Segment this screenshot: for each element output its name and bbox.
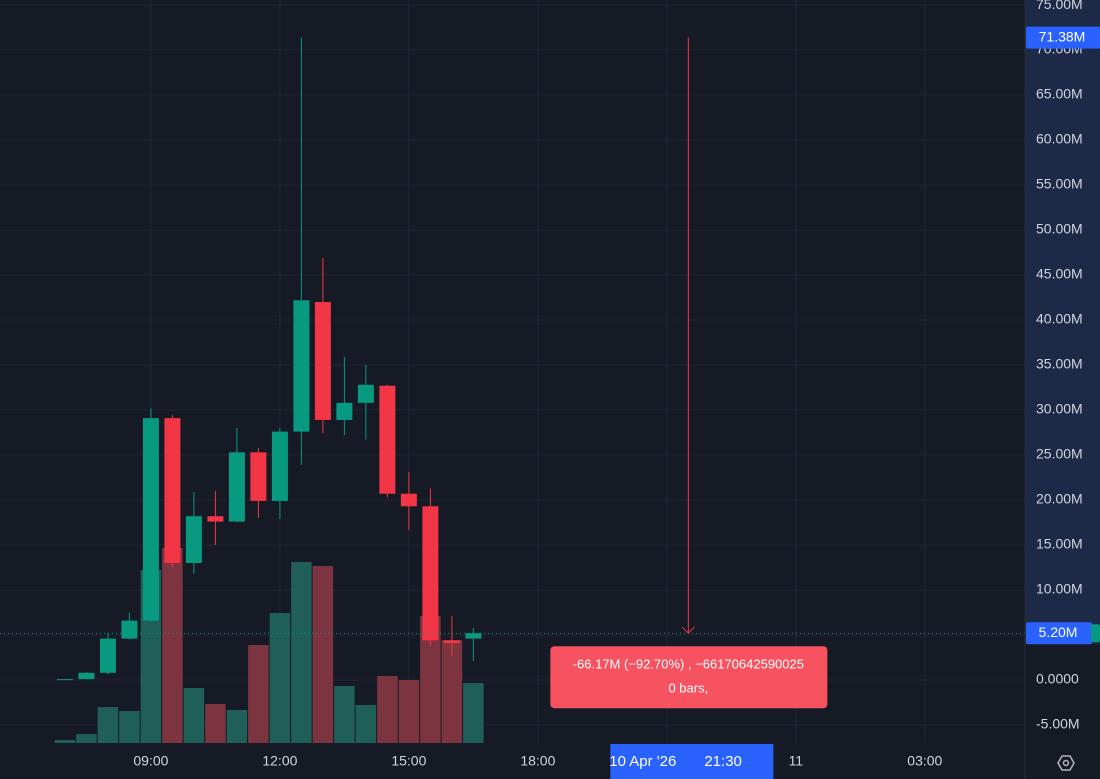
volume-bar xyxy=(291,562,312,743)
settings-icon[interactable] xyxy=(1057,755,1075,771)
settings-icon-hex xyxy=(1057,755,1075,771)
crosshair-time-box xyxy=(610,744,774,779)
volume-bar xyxy=(312,566,334,743)
candle-body xyxy=(465,633,482,639)
volume-bar xyxy=(76,734,97,743)
y-tick-label: 65.00M xyxy=(1036,86,1083,102)
last-price-tag xyxy=(1091,624,1100,643)
y-tick-label: 50.00M xyxy=(1036,221,1083,237)
candle-layer xyxy=(56,37,482,681)
candle-body xyxy=(228,452,245,522)
candle-body xyxy=(379,385,396,494)
volume-bar xyxy=(119,711,140,743)
overlay-layer: -66.17M (−92.70%) , −66170642590025 0 bar… xyxy=(0,37,1025,709)
y-tick-label: 20.00M xyxy=(1036,491,1083,507)
measure-box xyxy=(550,646,828,709)
x-tick-label: 03:00 xyxy=(907,753,942,769)
candle-body xyxy=(400,493,417,507)
candle-body xyxy=(250,452,267,501)
last-price-box xyxy=(1026,622,1092,645)
axis-layer: -5.00M0.00005.00M10.00M15.00M20.00M25.00… xyxy=(133,0,1100,779)
y-tick-label: 35.00M xyxy=(1036,356,1083,372)
volume-bar xyxy=(205,704,226,743)
volume-bar xyxy=(162,548,183,743)
y-tick-label: 15.00M xyxy=(1036,536,1083,552)
candle-body xyxy=(78,672,95,680)
measure-bars-label: 0 bars, xyxy=(668,681,708,696)
volume-bar xyxy=(463,683,484,743)
x-tick-label: 09:00 xyxy=(133,753,168,769)
volume-bar xyxy=(334,686,355,743)
candle-body xyxy=(185,516,202,564)
candle-body xyxy=(99,638,116,673)
candle-body xyxy=(314,302,331,420)
volume-bar xyxy=(248,645,269,743)
measure-from-label: 71.38M xyxy=(1039,28,1086,44)
measure-label: -66.17M (−92.70%) , −66170642590025 xyxy=(573,657,804,672)
candle-body xyxy=(142,418,159,621)
volume-bar xyxy=(441,640,463,743)
measure-from-box xyxy=(1026,26,1100,49)
x-tick-label: 18:00 xyxy=(520,753,555,769)
y-tick-label: -5.00M xyxy=(1036,716,1080,732)
y-tick-label: 75.00M xyxy=(1036,0,1083,12)
price-axis-highlight xyxy=(1025,0,1100,645)
measure-arrow xyxy=(681,626,695,634)
last-price-label: 5.20M xyxy=(1039,624,1078,640)
candle-body xyxy=(207,516,224,522)
crosshair-date: 10 Apr '26 xyxy=(609,753,676,770)
volume-bar xyxy=(420,616,441,743)
volume-layer xyxy=(54,548,484,743)
y-tick-label: 0.0000 xyxy=(1036,671,1079,687)
candle-body xyxy=(422,506,439,641)
x-tick-label: 15:00 xyxy=(391,753,426,769)
candle-body xyxy=(271,431,288,501)
volume-bar xyxy=(355,705,377,743)
volume-bar xyxy=(183,688,205,743)
candle-body xyxy=(357,384,374,403)
volume-bar xyxy=(269,613,291,743)
candle-body xyxy=(56,679,73,681)
candle-body xyxy=(443,640,460,644)
volume-bar xyxy=(398,680,420,743)
x-tick-label: 12:00 xyxy=(262,753,297,769)
x-tick-label: 11 xyxy=(789,753,804,769)
y-tick-label: 25.00M xyxy=(1036,446,1083,462)
y-tick-label: 45.00M xyxy=(1036,266,1083,282)
y-tick-label: 10.00M xyxy=(1036,581,1083,597)
settings-icon-dot xyxy=(1062,759,1070,767)
candle-body xyxy=(164,418,181,564)
volume-bar xyxy=(226,710,248,743)
y-tick-label: 60.00M xyxy=(1036,131,1083,147)
candle-body xyxy=(336,402,353,420)
volume-bar xyxy=(54,740,76,743)
volume-bar xyxy=(377,676,398,743)
candle-body xyxy=(121,620,138,639)
y-tick-label: 30.00M xyxy=(1036,401,1083,417)
candle-body xyxy=(293,300,310,432)
y-tick-label: 40.00M xyxy=(1036,311,1083,327)
y-tick-label: 55.00M xyxy=(1036,176,1083,192)
volume-bar xyxy=(97,707,119,743)
crosshair-time: 21:30 xyxy=(704,753,742,770)
